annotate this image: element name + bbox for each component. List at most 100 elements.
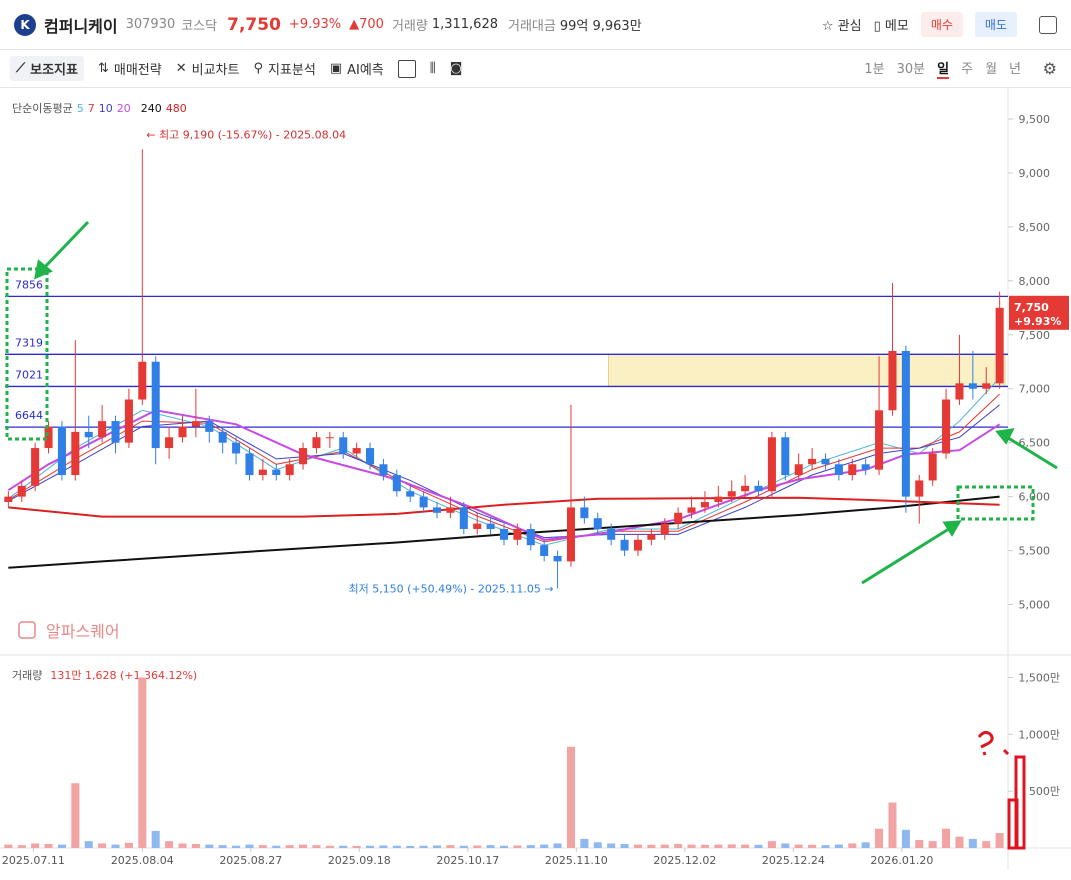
- watch-label: 관심: [837, 19, 862, 34]
- ma-line: [8, 495, 1000, 569]
- period[interactable]: 년: [1009, 62, 1021, 77]
- volume-bar: [272, 845, 281, 848]
- candle-body: [245, 453, 254, 476]
- volume-bar: [633, 844, 642, 848]
- volume-bar: [754, 844, 763, 848]
- volume-bar: [406, 845, 415, 848]
- price: 7,750: [227, 14, 281, 35]
- tool-label: 매매전략: [113, 63, 162, 78]
- candle-body: [352, 448, 361, 454]
- header: K 컴퍼니케이 307930 코스닥 7,750 +9.93% ▲700 거래량…: [0, 0, 1071, 50]
- y-tick-label: 8,500: [1019, 221, 1051, 234]
- candle-body: [700, 502, 709, 508]
- volume-bar: [741, 844, 750, 848]
- tool[interactable]: ▣ AI예측: [329, 61, 384, 78]
- legend-entry: 10: [99, 102, 113, 115]
- period[interactable]: 일: [937, 58, 950, 79]
- hand-annotation: [977, 730, 1026, 850]
- candle-body: [325, 437, 334, 439]
- volume-bar: [299, 844, 308, 848]
- candle-body: [111, 421, 120, 443]
- y-tick-label: 5,500: [1019, 545, 1051, 558]
- memo-button[interactable]: ▯ 메모: [873, 19, 909, 34]
- volume-title: 거래량 131만 1,628 (+1,364.12%): [12, 669, 197, 682]
- volume-bar: [674, 844, 683, 848]
- ma-line: [8, 393, 1000, 543]
- period[interactable]: 월: [985, 62, 998, 77]
- marker-box: [5, 267, 49, 441]
- volume-bar: [446, 845, 455, 848]
- y-tick-label: 5,000: [1019, 599, 1051, 612]
- settings-icon[interactable]: ⚙: [1042, 59, 1057, 78]
- watch-button[interactable]: ☆ 관심: [821, 19, 862, 34]
- sell-button[interactable]: 매도: [974, 12, 1017, 37]
- price-tag: [1009, 295, 1069, 330]
- x-tick-label: 2025.10.17: [436, 854, 499, 867]
- tool[interactable]: ✕ 비교차트: [175, 61, 240, 78]
- layout-icon[interactable]: [1039, 15, 1057, 34]
- candle-body: [942, 399, 951, 454]
- volume-bar: [955, 836, 964, 848]
- candle-body: [607, 528, 616, 540]
- volume-bar: [566, 746, 575, 848]
- volume-bar: [620, 844, 629, 848]
- candle-body: [928, 453, 937, 481]
- legend-title: 단순이동평균: [12, 102, 73, 115]
- candle-body: [714, 496, 723, 503]
- ma-line: [7, 377, 1000, 546]
- volume-bar: [17, 845, 26, 848]
- volume-bar: [124, 842, 133, 848]
- period[interactable]: 주: [961, 62, 974, 77]
- volume-bar: [687, 844, 696, 848]
- volume-bar: [325, 845, 334, 848]
- volume-bar: [245, 844, 254, 848]
- candle-body: [312, 437, 321, 449]
- annotation: ← 최고 9,190 (-15.67%) - 2025.08.04: [146, 128, 346, 141]
- volume-bar: [31, 843, 40, 848]
- volume-bar: [165, 841, 174, 848]
- candle-body: [473, 523, 482, 529]
- period[interactable]: 30분: [896, 62, 926, 77]
- candle-body: [620, 539, 629, 551]
- candle-body: [232, 442, 241, 454]
- volume-bar: [258, 845, 267, 848]
- volume-bar: [151, 830, 160, 848]
- tool[interactable]: ◙: [449, 61, 463, 76]
- tool[interactable]: ⟋ 보조지표: [10, 56, 84, 81]
- candle-body: [299, 448, 308, 465]
- tool[interactable]: ⇅ 매매전략: [97, 61, 162, 78]
- buy-button[interactable]: 매수: [920, 12, 963, 37]
- volume-bar: [942, 828, 951, 848]
- candle-body: [875, 410, 884, 470]
- change: ▲700: [349, 17, 384, 32]
- x-tick-label: 2025.08.04: [111, 854, 174, 867]
- candle-body: [687, 507, 696, 513]
- volume-bar: [821, 845, 830, 848]
- candle-body: [526, 528, 535, 546]
- candle-body: [741, 485, 750, 492]
- candle-body: [540, 545, 549, 556]
- candle-body: [968, 383, 977, 389]
- candle-body: [513, 528, 522, 540]
- watermark: 알파스퀘어: [46, 622, 120, 641]
- volume-bar: [647, 844, 656, 848]
- y-tick-label: 6,500: [1019, 437, 1051, 450]
- candle-body: [191, 421, 200, 427]
- volume-bar: [526, 845, 535, 848]
- tool-label: AI예측: [347, 63, 384, 78]
- tool[interactable]: ⚲ 지표분석: [253, 61, 316, 78]
- volume-bar: [834, 844, 843, 848]
- amount: 99억 9,963만: [559, 19, 642, 34]
- subtitle: 131만 1,628 (+1,364.12%): [50, 669, 197, 682]
- volume-bar: [607, 843, 616, 848]
- candle-body: [178, 426, 187, 438]
- candle-body: [647, 534, 656, 540]
- volume-bar: [808, 844, 817, 848]
- tool[interactable]: [397, 59, 416, 78]
- legend-entry: 5: [77, 102, 84, 115]
- period[interactable]: 1분: [864, 62, 885, 77]
- volume-bar: [580, 838, 589, 848]
- tool[interactable]: ⫼: [429, 61, 436, 76]
- candle-body: [285, 464, 294, 476]
